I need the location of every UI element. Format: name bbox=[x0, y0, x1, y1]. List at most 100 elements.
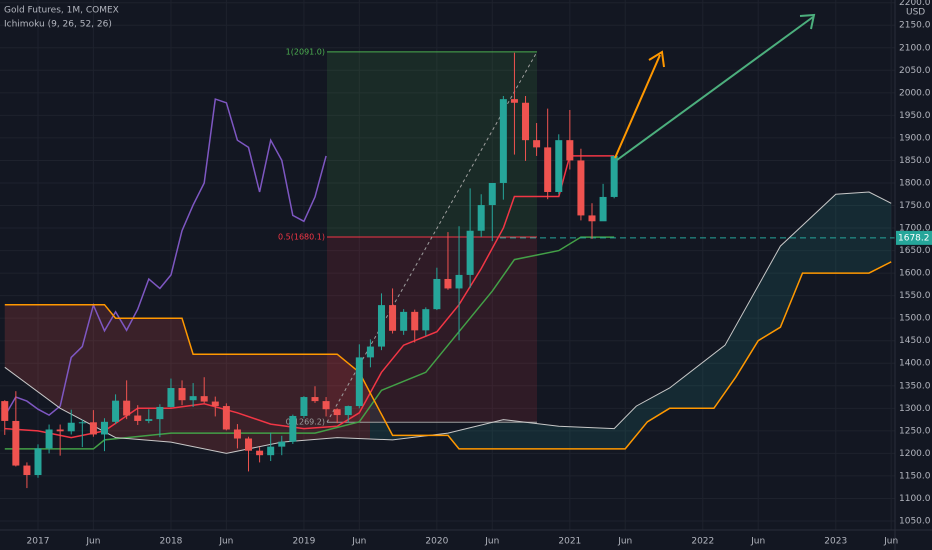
candle-body bbox=[300, 397, 308, 416]
y-tick-label: 1250.0 bbox=[899, 426, 931, 436]
y-tick-label: 1850.0 bbox=[899, 156, 931, 166]
candle-body bbox=[278, 441, 286, 447]
candle-body bbox=[610, 155, 618, 197]
indicator-line bbox=[4, 191, 892, 454]
candle-body bbox=[78, 422, 86, 424]
candle-body bbox=[366, 346, 374, 358]
candle-body bbox=[245, 438, 253, 451]
y-tick-label: 2200.0 bbox=[899, 0, 931, 8]
candle-body bbox=[510, 99, 518, 103]
indicator-line bbox=[4, 261, 892, 450]
y-tick-label: 1150.0 bbox=[899, 471, 931, 481]
y-tick-label: 1700.0 bbox=[899, 224, 931, 234]
price-label: 1678.2 bbox=[898, 233, 930, 243]
y-tick-label: 1500.0 bbox=[899, 314, 931, 324]
candle-body bbox=[134, 415, 142, 421]
level-label: 0.5(1680.1) bbox=[278, 233, 325, 242]
candle-body bbox=[577, 160, 585, 216]
y-tick-label: 1550.0 bbox=[899, 291, 931, 301]
y-tick-label: 1300.0 bbox=[899, 404, 931, 414]
candle-body bbox=[256, 450, 264, 456]
cloud-fill bbox=[370, 191, 892, 449]
candle-body bbox=[189, 396, 197, 401]
y-tick-label: 2150.0 bbox=[899, 21, 931, 31]
y-tick-label: 2100.0 bbox=[899, 43, 931, 53]
candle-body bbox=[167, 388, 175, 407]
y-tick-label: 1400.0 bbox=[899, 359, 931, 369]
candle-body bbox=[123, 400, 131, 416]
candle-body bbox=[34, 448, 42, 476]
candle-body bbox=[45, 429, 53, 449]
y-tick-label: 1050.0 bbox=[899, 516, 931, 526]
candle-body bbox=[477, 205, 485, 231]
chart-title: Gold Futures, 1M, COMEX bbox=[4, 6, 119, 16]
candle-body bbox=[488, 182, 496, 206]
candle-body bbox=[56, 429, 64, 432]
indicator-line bbox=[4, 98, 327, 417]
y-tick-label: 1100.0 bbox=[899, 494, 931, 504]
candle-body bbox=[1, 401, 9, 421]
x-tick-label: 2017 bbox=[27, 537, 50, 547]
candle-body bbox=[566, 140, 574, 161]
candle-body bbox=[112, 400, 120, 422]
candle-body bbox=[455, 274, 463, 289]
arrow-head bbox=[799, 13, 816, 30]
candle-body bbox=[499, 99, 507, 183]
candle-body bbox=[89, 422, 97, 435]
cloud-fill bbox=[4, 304, 370, 454]
candle-body bbox=[544, 147, 552, 192]
candle-body bbox=[145, 419, 153, 421]
x-tick-label: Jun bbox=[883, 537, 898, 547]
arrow bbox=[616, 16, 814, 161]
candle-body bbox=[377, 305, 385, 347]
y-tick-label: 1200.0 bbox=[899, 449, 931, 459]
candle-body bbox=[23, 465, 31, 476]
indicator-line bbox=[4, 236, 615, 450]
candle-body bbox=[389, 305, 397, 331]
indicator-label: Ichimoku (9, 26, 52, 26) bbox=[4, 20, 112, 30]
price-badge bbox=[896, 230, 932, 245]
candle-body bbox=[211, 401, 219, 407]
candle-body bbox=[156, 406, 164, 420]
y-tick-label: 1900.0 bbox=[899, 133, 931, 143]
x-tick-label: Jun bbox=[750, 537, 765, 547]
x-tick-label: Jun bbox=[218, 537, 233, 547]
y-tick-label: 1950.0 bbox=[899, 111, 931, 121]
candle-body bbox=[355, 357, 363, 407]
candle-body bbox=[100, 421, 108, 435]
candle-body bbox=[311, 397, 319, 402]
candle-body bbox=[344, 406, 352, 416]
candle-body bbox=[178, 388, 186, 401]
y-tick-label: 1750.0 bbox=[899, 201, 931, 211]
candle-body bbox=[599, 196, 607, 222]
y-tick-label: 1450.0 bbox=[899, 336, 931, 346]
candle-body bbox=[522, 102, 530, 141]
candle-body bbox=[400, 311, 408, 331]
y-tick-label: 1600.0 bbox=[899, 269, 931, 279]
candle-body bbox=[322, 401, 330, 410]
y-tick-label: 2000.0 bbox=[899, 88, 931, 98]
candle-body bbox=[333, 409, 341, 416]
candle-body bbox=[289, 415, 297, 442]
candle-body bbox=[222, 406, 230, 430]
candle-body bbox=[67, 422, 75, 432]
candle-body bbox=[233, 429, 241, 439]
level-label: 0(1269.2) bbox=[286, 418, 325, 427]
candle-body bbox=[267, 446, 275, 456]
y-tick-label: 2050.0 bbox=[899, 66, 931, 76]
x-tick-label: 2023 bbox=[824, 537, 847, 547]
x-tick-label: 2020 bbox=[425, 537, 448, 547]
candle-body bbox=[466, 230, 474, 275]
arrow bbox=[614, 54, 661, 159]
candle-body bbox=[433, 278, 441, 310]
y-tick-label: 1650.0 bbox=[899, 246, 931, 256]
x-tick-label: Jun bbox=[617, 537, 632, 547]
level-label: 1(2091.0) bbox=[286, 47, 325, 56]
candle-body bbox=[444, 278, 452, 289]
x-tick-label: 2021 bbox=[558, 537, 581, 547]
candle-body bbox=[533, 140, 541, 148]
y-tick-label: 1350.0 bbox=[899, 381, 931, 391]
x-tick-label: 2018 bbox=[160, 537, 183, 547]
arrow-head bbox=[648, 50, 665, 68]
